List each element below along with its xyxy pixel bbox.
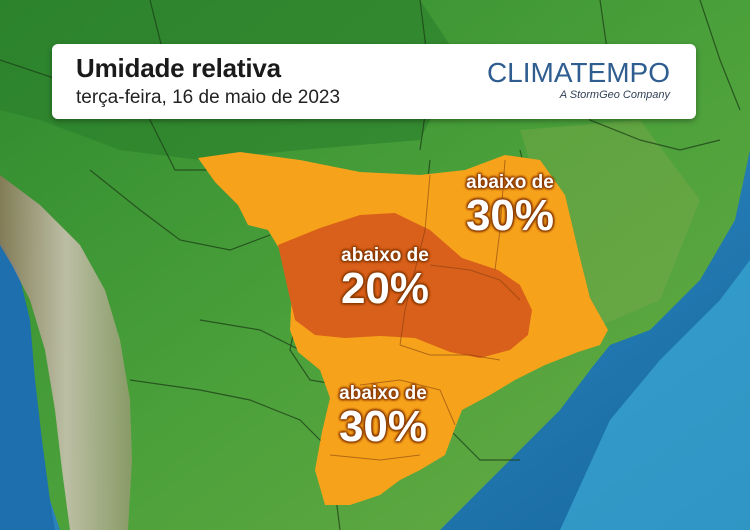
- zone-label-northeast: abaixo de 30%: [455, 172, 565, 238]
- brand-name: CLIMATEMPO: [486, 57, 670, 88]
- zone-value: 20%: [340, 264, 430, 313]
- zone-label-central: abaixo de 20%: [330, 245, 440, 311]
- pacific-ocean: [0, 240, 55, 530]
- brazilian-highlands: [520, 120, 700, 330]
- zone-value: 30%: [465, 191, 555, 240]
- brand-logo: CLIMATEMPO A StormGeo Company: [486, 57, 670, 102]
- andes-mountains: [0, 175, 132, 530]
- zone-label-south: abaixo de 30%: [328, 383, 438, 449]
- brand-tagline: A StormGeo Company: [559, 89, 670, 101]
- continental-shelf: [560, 260, 750, 530]
- forecast-date: terça-feira, 16 de maio de 2023: [76, 87, 341, 108]
- zone-caption: abaixo de: [466, 172, 554, 193]
- state-lines-overlay: [329, 159, 521, 461]
- zone-caption: abaixo de: [341, 245, 429, 266]
- zone-caption: abaixo de: [339, 383, 427, 404]
- page-title: Umidade relativa: [76, 53, 281, 83]
- header-card: Umidade relativa terça-feira, 16 de maio…: [52, 44, 696, 119]
- zone-value: 30%: [338, 402, 428, 451]
- humidity-zone-below-20: [278, 213, 532, 358]
